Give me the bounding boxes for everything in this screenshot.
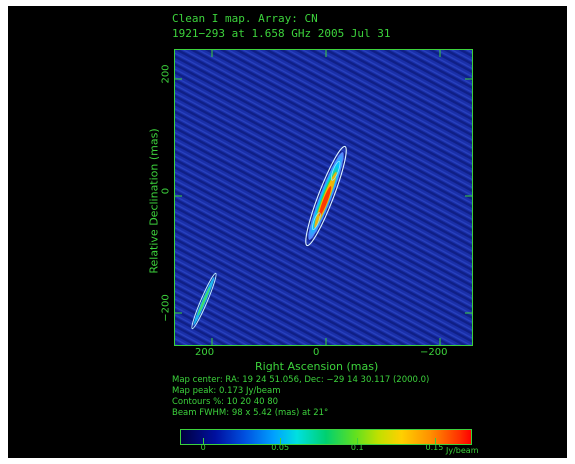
y-axis-label: Relative Declination (mas) (147, 128, 161, 274)
secondary-component (191, 272, 217, 330)
x-tick-label: 0 (313, 347, 320, 358)
map-subtitle: 1921−293 at 1.658 GHz 2005 Jul 31 (172, 27, 391, 40)
colorbar-tick-mark (280, 438, 282, 444)
colorbar-unit: Jy/beam (446, 446, 479, 455)
clean-map-plot (174, 49, 473, 346)
map-peak-text: Map peak: 0.173 Jy/beam (172, 386, 281, 396)
colorbar-tick-label: 0 (200, 443, 206, 452)
y-tick-label: 0 (160, 187, 172, 195)
x-tick-label: −200 (420, 347, 448, 358)
x-tick-label: 200 (195, 347, 215, 358)
y-tick-label: 200 (160, 64, 172, 84)
colorbar-tick-mark (434, 438, 436, 444)
colorbar (180, 429, 472, 445)
y-tick-label: −200 (160, 294, 172, 322)
colorbar-tick-mark (203, 438, 205, 444)
colorbar-tick-label: 0.05 (271, 443, 290, 452)
colorbar-tick-label: 0.15 (425, 443, 444, 452)
main-component (305, 145, 347, 247)
colorbar-tick-mark (357, 438, 359, 444)
map-title: Clean I map. Array: CN (172, 12, 318, 25)
beam-text: Beam FWHM: 98 x 5.42 (mas) at 21° (172, 408, 329, 418)
plot-canvas: Clean I map. Array: CN 1921−293 at 1.658… (8, 6, 567, 458)
map-center-text: Map center: RA: 19 24 51.056, Dec: −29 1… (172, 375, 430, 385)
contours-text: Contours %: 10 20 40 80 (172, 397, 279, 407)
axis-ticks (175, 50, 472, 345)
colorbar-tick-label: 0.1 (350, 443, 364, 452)
clean-map-image (175, 50, 472, 345)
x-axis-label: Right Ascension (mas) (255, 360, 379, 373)
